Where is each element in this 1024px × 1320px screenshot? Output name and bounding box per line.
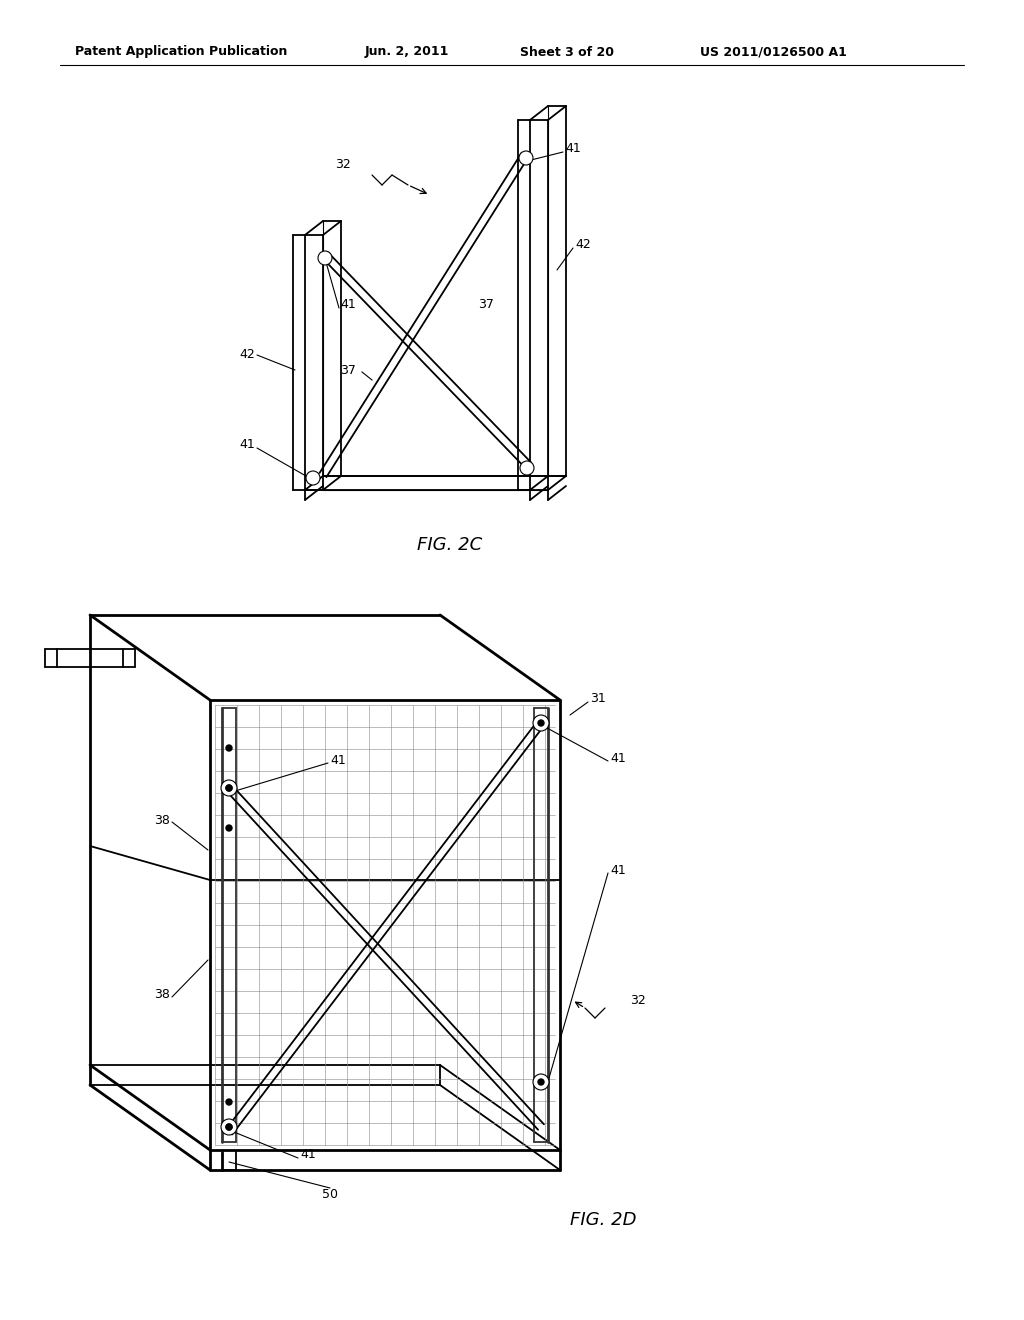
Text: Sheet 3 of 20: Sheet 3 of 20 [520, 45, 614, 58]
Circle shape [306, 471, 319, 484]
Text: FIG. 2D: FIG. 2D [570, 1210, 637, 1229]
Text: 41: 41 [330, 754, 346, 767]
Text: 31: 31 [590, 692, 606, 705]
Circle shape [226, 744, 232, 751]
Circle shape [534, 715, 549, 731]
Circle shape [538, 1078, 544, 1085]
Circle shape [538, 719, 544, 726]
Text: 41: 41 [300, 1148, 315, 1162]
Circle shape [519, 150, 534, 165]
Text: 41: 41 [610, 863, 626, 876]
Text: 32: 32 [630, 994, 646, 1006]
Text: 42: 42 [575, 239, 591, 252]
Text: 41: 41 [565, 141, 581, 154]
Circle shape [226, 1125, 232, 1130]
Circle shape [534, 1074, 549, 1090]
Text: 41: 41 [240, 438, 255, 451]
Text: FIG. 2C: FIG. 2C [418, 536, 482, 554]
Circle shape [226, 825, 232, 832]
Text: 41: 41 [610, 751, 626, 764]
Text: 37: 37 [478, 298, 494, 312]
Circle shape [226, 1125, 232, 1130]
Text: 41: 41 [340, 298, 355, 312]
Text: 42: 42 [240, 348, 255, 362]
Text: Patent Application Publication: Patent Application Publication [75, 45, 288, 58]
Text: US 2011/0126500 A1: US 2011/0126500 A1 [700, 45, 847, 58]
Circle shape [520, 461, 534, 475]
Text: 37: 37 [340, 363, 356, 376]
Circle shape [318, 251, 332, 265]
Text: 38: 38 [155, 989, 170, 1002]
Circle shape [221, 780, 237, 796]
Circle shape [221, 1119, 237, 1135]
Text: 32: 32 [335, 158, 351, 172]
Circle shape [226, 785, 232, 791]
Text: Jun. 2, 2011: Jun. 2, 2011 [365, 45, 450, 58]
Circle shape [226, 785, 232, 791]
Text: 50: 50 [322, 1188, 338, 1201]
Circle shape [226, 1100, 232, 1105]
Text: 38: 38 [155, 813, 170, 826]
